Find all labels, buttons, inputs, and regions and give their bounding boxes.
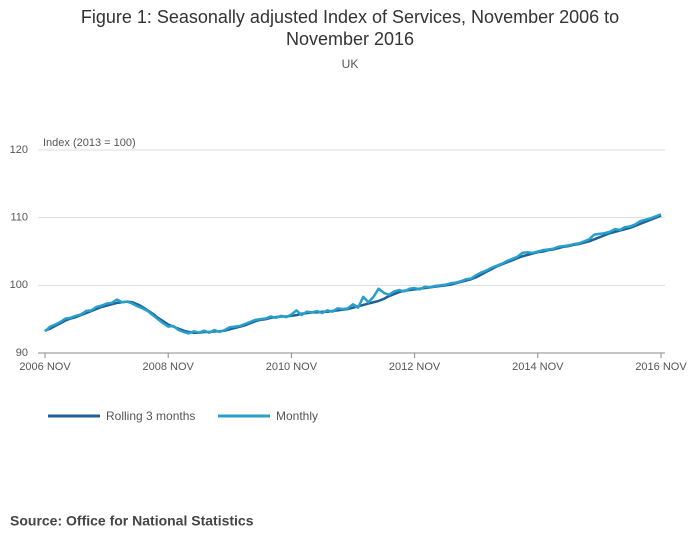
y-tick-label: 110: [10, 212, 28, 224]
y-axis-label: Index (2013 = 100): [43, 137, 136, 149]
x-tick-label: 2016 NOV: [635, 361, 687, 373]
y-tick-label: 100: [10, 279, 28, 291]
chart-title: Figure 1: Seasonally adjusted Index of S…: [80, 7, 620, 49]
x-tick-label: 2008 NOV: [143, 361, 195, 373]
x-tick-label: 2012 NOV: [389, 361, 441, 373]
x-tick-label: 2010 NOV: [266, 361, 318, 373]
source: Source: Office for National Statistics: [10, 513, 254, 529]
y-tick-label: 120: [10, 144, 28, 156]
legend-label: Monthly: [276, 409, 318, 423]
x-tick-label: 2006 NOV: [19, 361, 71, 373]
y-tick-label: 90: [16, 347, 28, 359]
series-line: [44, 214, 662, 334]
series-line: [44, 213, 662, 335]
legend-label: Rolling 3 months: [106, 409, 195, 423]
x-tick-label: 2014 NOV: [512, 361, 564, 373]
chart-subtitle: UK: [342, 57, 359, 71]
